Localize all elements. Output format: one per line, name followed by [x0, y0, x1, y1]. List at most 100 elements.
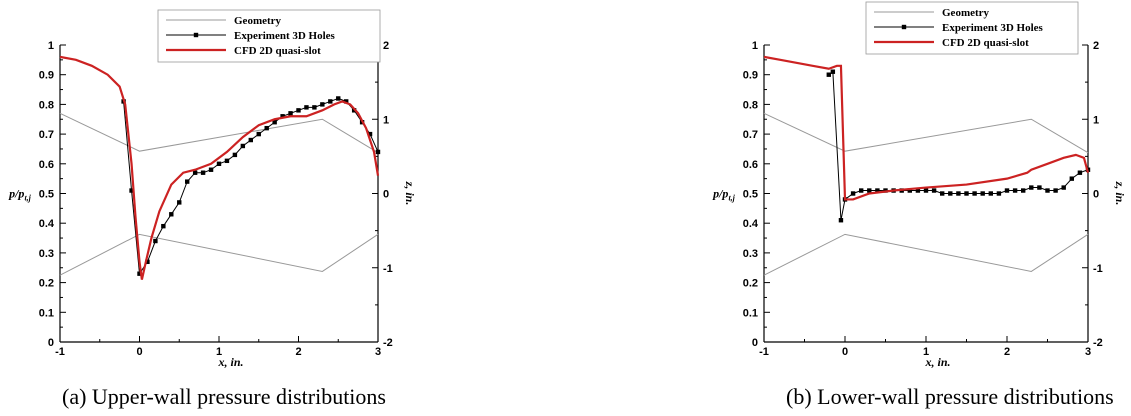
legend-label: Experiment 3D Holes [942, 22, 1044, 34]
experiment-point [1029, 185, 1034, 190]
y2-tick-label: 0 [383, 189, 389, 201]
caption-a: (a) Upper-wall pressure distributions [62, 384, 386, 409]
x-tick-label: 0 [136, 346, 142, 358]
y2-tick-label: 0 [1093, 189, 1099, 201]
legend-label: Geometry [234, 15, 282, 27]
experiment-point [1012, 188, 1018, 193]
experiment-point [915, 188, 921, 193]
experiment-point [988, 191, 993, 196]
x-tick-label: 2 [295, 346, 301, 358]
geometry-line [59, 233, 379, 276]
experiment-point [948, 191, 953, 196]
experiment-point [200, 170, 206, 175]
y2-tick-label: 2 [1093, 40, 1099, 52]
experiment-point [867, 188, 872, 193]
experiment-point [169, 212, 174, 217]
experiment-point [964, 191, 969, 196]
y-tick-label: 0.6 [743, 159, 758, 171]
y-axis-label: p/pt,j [8, 187, 32, 203]
experiment-point [280, 114, 285, 119]
experiment-point [328, 99, 333, 104]
experiment-point [1004, 188, 1010, 193]
experiment-point [224, 158, 230, 164]
experiment-point [312, 105, 317, 110]
experiment-point [1021, 188, 1026, 193]
x-tick-label: -1 [759, 346, 769, 358]
y-tick-label: 0.4 [39, 218, 55, 230]
legend-label: Geometry [942, 7, 990, 19]
experiment-line [828, 70, 1089, 221]
experiment-point [320, 102, 325, 107]
y2-tick-label: -1 [1093, 263, 1103, 275]
caption-b: (b) Lower-wall pressure distributions [786, 384, 1114, 409]
legend-experiment-marker [193, 32, 199, 38]
experiment-point [296, 108, 301, 113]
experiment-point [830, 69, 836, 74]
y-tick-label: 0.3 [39, 248, 54, 260]
x-tick-label: 1 [923, 346, 929, 358]
experiment-point [288, 111, 293, 116]
y-tick-label: 0.8 [743, 99, 758, 111]
y-tick-label: 0.1 [39, 307, 54, 319]
y-tick-label: 0.9 [39, 70, 54, 82]
experiment-point [375, 149, 381, 155]
experiment-point [875, 188, 880, 193]
experiment-point [137, 271, 142, 276]
y-tick-label: 0.1 [743, 307, 758, 319]
y-tick-label: 0 [48, 337, 54, 349]
experiment-point [859, 188, 864, 193]
experiment-point [907, 188, 912, 193]
experiment-point [980, 191, 985, 196]
experiment-point [923, 188, 929, 193]
experiment-point [177, 200, 182, 205]
y2-tick-label: 2 [383, 40, 389, 52]
experiment-point [1061, 185, 1066, 190]
experiment-point [1077, 170, 1083, 175]
geometry-line [763, 233, 1089, 276]
experiment-line [123, 97, 379, 276]
experiment-point [216, 161, 222, 166]
y-tick-label: 0.2 [39, 278, 54, 290]
y-tick-label: 0 [752, 337, 758, 349]
cfd-line [763, 55, 1090, 201]
experiment-point [344, 99, 349, 104]
x-axis-label: x, in. [217, 355, 243, 369]
experiment-point [145, 259, 150, 265]
y-tick-label: 0.5 [743, 189, 758, 201]
experiment-point [1069, 176, 1074, 181]
experiment-point [931, 188, 937, 193]
x-tick-label: -1 [55, 346, 65, 358]
experiment-point [850, 191, 856, 196]
experiment-point [272, 120, 277, 125]
y-axis-label: p/pt,j [712, 187, 736, 203]
y2-axis-label: z, in. [403, 181, 417, 206]
experiment-point [248, 137, 253, 143]
y-tick-label: 0.9 [743, 70, 758, 82]
geometry-line [763, 112, 1089, 154]
x-tick-label: 3 [1085, 346, 1091, 358]
y2-tick-label: 1 [383, 114, 389, 126]
experiment-point [232, 152, 238, 158]
cfd-line [59, 55, 380, 280]
y-tick-label: 0.7 [39, 129, 54, 141]
experiment-point [1037, 185, 1042, 190]
experiment-point [256, 131, 261, 137]
y-tick-label: 1 [48, 40, 54, 52]
experiment-point [826, 72, 831, 77]
experiment-point [161, 223, 166, 229]
experiment-point [1053, 188, 1058, 193]
y2-tick-label: 1 [1093, 114, 1099, 126]
x-tick-label: 0 [842, 346, 848, 358]
experiment-point [956, 191, 961, 196]
y-tick-label: 0.3 [743, 248, 758, 260]
y-tick-label: 0.5 [39, 189, 54, 201]
x-tick-label: 2 [1004, 346, 1010, 358]
experiment-point [336, 96, 341, 101]
experiment-point [838, 218, 844, 223]
y2-axis-label: z, in. [1113, 181, 1127, 206]
x-tick-label: 3 [375, 346, 381, 358]
legend-label: CFD 2D quasi-slot [234, 45, 321, 57]
experiment-point [153, 238, 158, 244]
